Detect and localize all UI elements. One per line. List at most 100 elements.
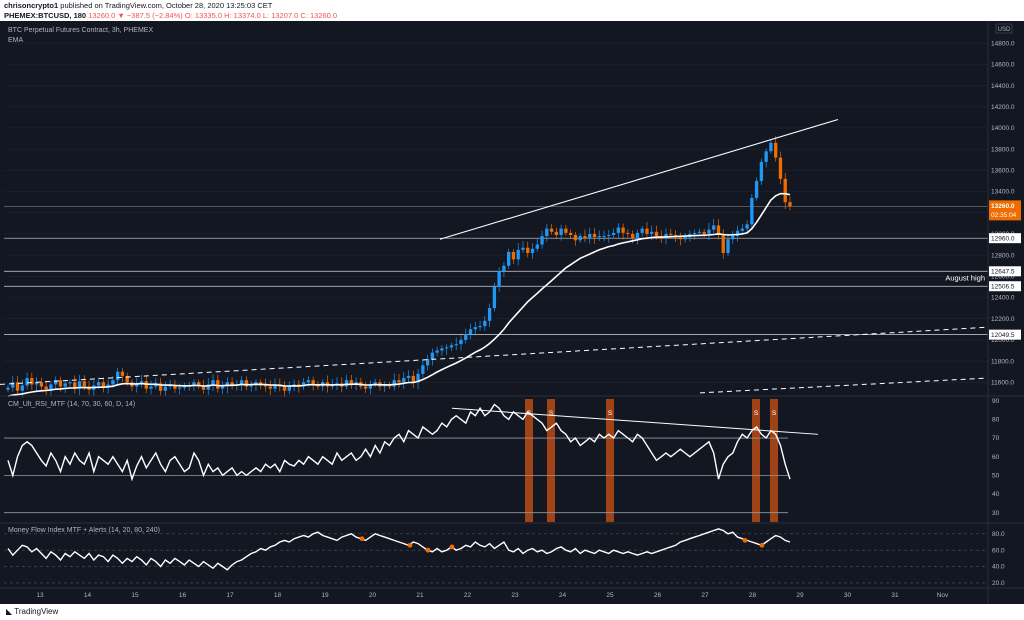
date-tick-label: 26 xyxy=(654,592,662,599)
candle-body xyxy=(726,239,730,254)
date-tick-label: 25 xyxy=(606,592,614,599)
candle-body xyxy=(759,161,764,181)
tradingview-logo[interactable]: ◣ TradingView xyxy=(6,607,58,616)
candle-body xyxy=(177,387,182,389)
candle-body xyxy=(301,382,306,387)
symbol-ohlc: O: 13335.0 H: 13374.0 L: 13207.0 C: 1326… xyxy=(184,11,338,20)
candle-body xyxy=(230,382,234,386)
mfi-title: Money Flow Index MTF + Alerts (14, 20, 8… xyxy=(8,527,160,534)
rsi-tick-label: 60 xyxy=(992,454,1000,461)
last-price-label: 13260.0 xyxy=(991,203,1015,210)
candle-body xyxy=(244,380,249,387)
mfi-line xyxy=(7,528,791,571)
rsi-signal-bar xyxy=(525,399,533,522)
candle-body xyxy=(678,237,682,240)
candle-body xyxy=(392,380,396,387)
level-price-box xyxy=(989,329,1021,340)
candle-body xyxy=(774,142,778,158)
candle-body xyxy=(630,233,635,239)
candle-body xyxy=(731,236,735,240)
price-tick-label: 14400.0 xyxy=(991,83,1015,90)
price-tick-label: 11800.0 xyxy=(991,358,1014,365)
publish-info: published on TradingView.com, October 28… xyxy=(60,1,273,10)
main-title: BTC Perpetual Futures Contract, 3h, PHEM… xyxy=(8,27,153,34)
date-tick-label: Nov xyxy=(937,592,949,599)
rsi-tick-label: 40 xyxy=(992,491,1000,498)
rsi-tick-label: 80 xyxy=(992,417,1000,424)
candle-body xyxy=(25,378,29,386)
date-tick-label: 27 xyxy=(701,592,709,599)
tradingview-logo-text: TradingView xyxy=(14,607,59,616)
symbol-line: PHEMEX:BTCUSD, 180 13260.0 ▼ −387.5 (−2.… xyxy=(4,11,337,20)
candle-body xyxy=(454,344,458,346)
date-tick-label: 15 xyxy=(131,592,139,599)
rsi-pane[interactable]: CM_Ult_RSI_MTF (14, 70, 30, 60, D, 14) S… xyxy=(4,399,819,522)
candle-body xyxy=(507,251,511,266)
candle-body xyxy=(220,386,225,389)
candle-body xyxy=(549,228,554,232)
candle-body xyxy=(216,380,220,389)
price-tick-label: 14000.0 xyxy=(991,125,1015,132)
axes: 11600.0 11800.0 12000.0 12200.0 12400.0 12600… xyxy=(0,21,1024,604)
mfi-tick-label: 80.0 xyxy=(992,531,1005,538)
candle-body xyxy=(211,380,215,385)
rsi-divergence-line xyxy=(451,407,819,435)
rsi-signal-label: S xyxy=(772,410,777,417)
candle-body xyxy=(373,382,377,385)
price-pane[interactable]: BTC Perpetual Futures Contract, 3h, PHEM… xyxy=(0,27,989,398)
date-tick-label: 20 xyxy=(369,592,377,599)
candle-body xyxy=(740,228,744,231)
candle-body xyxy=(15,382,20,391)
candle-body xyxy=(449,345,454,348)
candle-body xyxy=(764,151,768,162)
candle-body xyxy=(568,232,573,235)
mfi-alert-dot xyxy=(425,547,431,553)
ema-line xyxy=(7,192,791,397)
candle-body xyxy=(158,383,163,391)
candle-body xyxy=(716,225,721,235)
date-tick-label: 18 xyxy=(274,592,282,599)
candle-body xyxy=(578,236,582,241)
rsi-signal-label: S xyxy=(549,410,554,417)
candle-body xyxy=(311,380,315,385)
candle-body xyxy=(745,224,749,229)
candle-body xyxy=(511,251,516,260)
candle-body xyxy=(611,232,616,235)
rsi-tick-label: 50 xyxy=(992,473,1000,480)
candle-body xyxy=(11,382,15,388)
level-price-box xyxy=(989,281,1021,292)
candle-body xyxy=(540,236,544,245)
candle-body xyxy=(287,386,291,391)
candle-body xyxy=(225,382,230,387)
candle-body xyxy=(535,244,539,249)
mfi-alert-dot xyxy=(359,536,365,542)
candle-body xyxy=(650,231,654,234)
resistance-trendline xyxy=(439,118,839,240)
candle-body xyxy=(144,381,148,389)
candle-body xyxy=(626,232,630,234)
candle-body xyxy=(363,386,368,389)
candle-body xyxy=(521,247,525,250)
mfi-tick-label: 20.0 xyxy=(992,580,1005,587)
candle-body xyxy=(101,382,106,388)
mfi-pane[interactable]: Money Flow Index MTF + Alerts (14, 20, 8… xyxy=(4,527,988,584)
candle-body xyxy=(163,386,168,391)
last-price-badge xyxy=(989,200,1021,221)
date-tick-label: 22 xyxy=(464,592,472,599)
mfi-alert-dot xyxy=(742,537,748,543)
candle-body xyxy=(397,380,401,383)
candle-body xyxy=(197,382,201,387)
publisher-line: chrisoncrypto1 published on TradingView.… xyxy=(4,1,272,10)
candle-body xyxy=(683,237,687,240)
candle-body xyxy=(445,347,449,349)
candle-body xyxy=(435,350,439,353)
level-price-label: 12049.5 xyxy=(991,332,1015,339)
date-tick-label: 19 xyxy=(321,592,329,599)
candle-body xyxy=(487,308,492,321)
candle-body xyxy=(402,378,406,383)
footer: ◣ TradingView xyxy=(0,604,1024,620)
candle-body xyxy=(769,142,773,152)
candle-body xyxy=(526,247,530,254)
